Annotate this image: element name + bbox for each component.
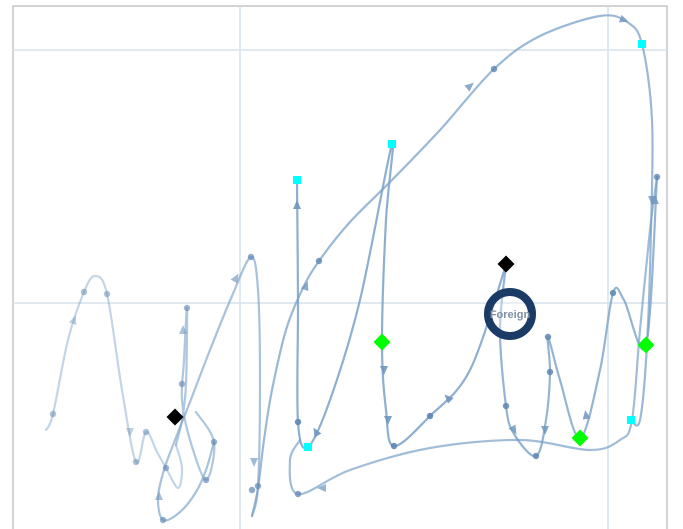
trail-vertex-dot <box>294 490 302 498</box>
diamond-marker-icon[interactable] <box>571 429 589 447</box>
trail-vertex-dot <box>390 442 398 450</box>
square-marker-icon[interactable] <box>388 140 396 148</box>
trail-vertex-dot <box>653 173 661 181</box>
trail-vertex-dot <box>294 418 302 426</box>
trail-arrow <box>508 424 517 435</box>
trail-arrow <box>230 273 239 284</box>
diamond-marker-icon[interactable] <box>166 408 184 426</box>
trail-segment <box>174 306 216 482</box>
trail-vertex-dot <box>49 410 57 418</box>
trail-vertex-dot <box>502 402 510 410</box>
trail-arrow <box>464 82 474 92</box>
square-marker-icon[interactable] <box>638 40 646 48</box>
trail-vertex-dot <box>544 333 552 341</box>
diamond-marker-icon[interactable] <box>497 255 515 273</box>
diamond-marker-icon[interactable] <box>637 336 655 354</box>
trail-vertex-dot <box>426 412 434 420</box>
trail-vertex-dot <box>103 290 111 298</box>
trail-arrow <box>618 14 629 23</box>
trail-arrow <box>384 416 392 425</box>
trail-arrow <box>68 315 77 326</box>
trail-arrow <box>317 484 326 492</box>
ring-marker-icon[interactable] <box>484 288 536 340</box>
trail-vertex-dot <box>80 288 88 296</box>
trail-arrow <box>250 458 258 467</box>
trail-vertex-dot <box>315 257 323 265</box>
focus-node-label: Foreign <box>490 309 531 321</box>
square-marker-icon[interactable] <box>304 443 312 451</box>
trail-vertex-dot <box>532 452 540 460</box>
trail-segment <box>498 175 659 458</box>
trail-vertex-dot <box>247 253 255 261</box>
trail-arrow <box>313 427 322 438</box>
diamond-marker-icon[interactable] <box>373 333 391 351</box>
trail-segment <box>44 274 184 490</box>
trail-arrow <box>444 394 454 404</box>
trail-vertex-dot <box>178 380 186 388</box>
trail-vertex-dot <box>159 516 167 524</box>
trail-arrow <box>300 281 309 292</box>
trail-vertex-dot <box>609 289 617 297</box>
trail-vertex-dot <box>162 464 170 472</box>
trail-arrow <box>155 491 163 500</box>
trail-vertex-dot <box>490 65 498 73</box>
trail-vertex-dot <box>142 428 150 436</box>
trail-vertex-dot <box>254 482 262 490</box>
trail-arrow <box>582 410 591 420</box>
trail-vertex-dot <box>210 438 218 446</box>
trail-arrow <box>651 195 659 204</box>
trail-arrow <box>126 428 134 437</box>
trail-vertex-dot <box>183 304 191 312</box>
trail-segment <box>156 255 262 522</box>
trail-arrow <box>179 325 187 334</box>
trail-vertex-dot <box>132 458 140 466</box>
trail-arrow <box>293 200 301 209</box>
square-marker-icon[interactable] <box>627 416 635 424</box>
trail-vertex-dot <box>202 476 210 484</box>
trail-arrow <box>541 426 549 435</box>
square-marker-icon[interactable] <box>293 176 301 184</box>
plot-frame <box>12 5 668 529</box>
trail-arrow <box>380 366 388 375</box>
trail-vertex-dot <box>248 486 256 494</box>
trail-vertex-dot <box>546 368 554 376</box>
